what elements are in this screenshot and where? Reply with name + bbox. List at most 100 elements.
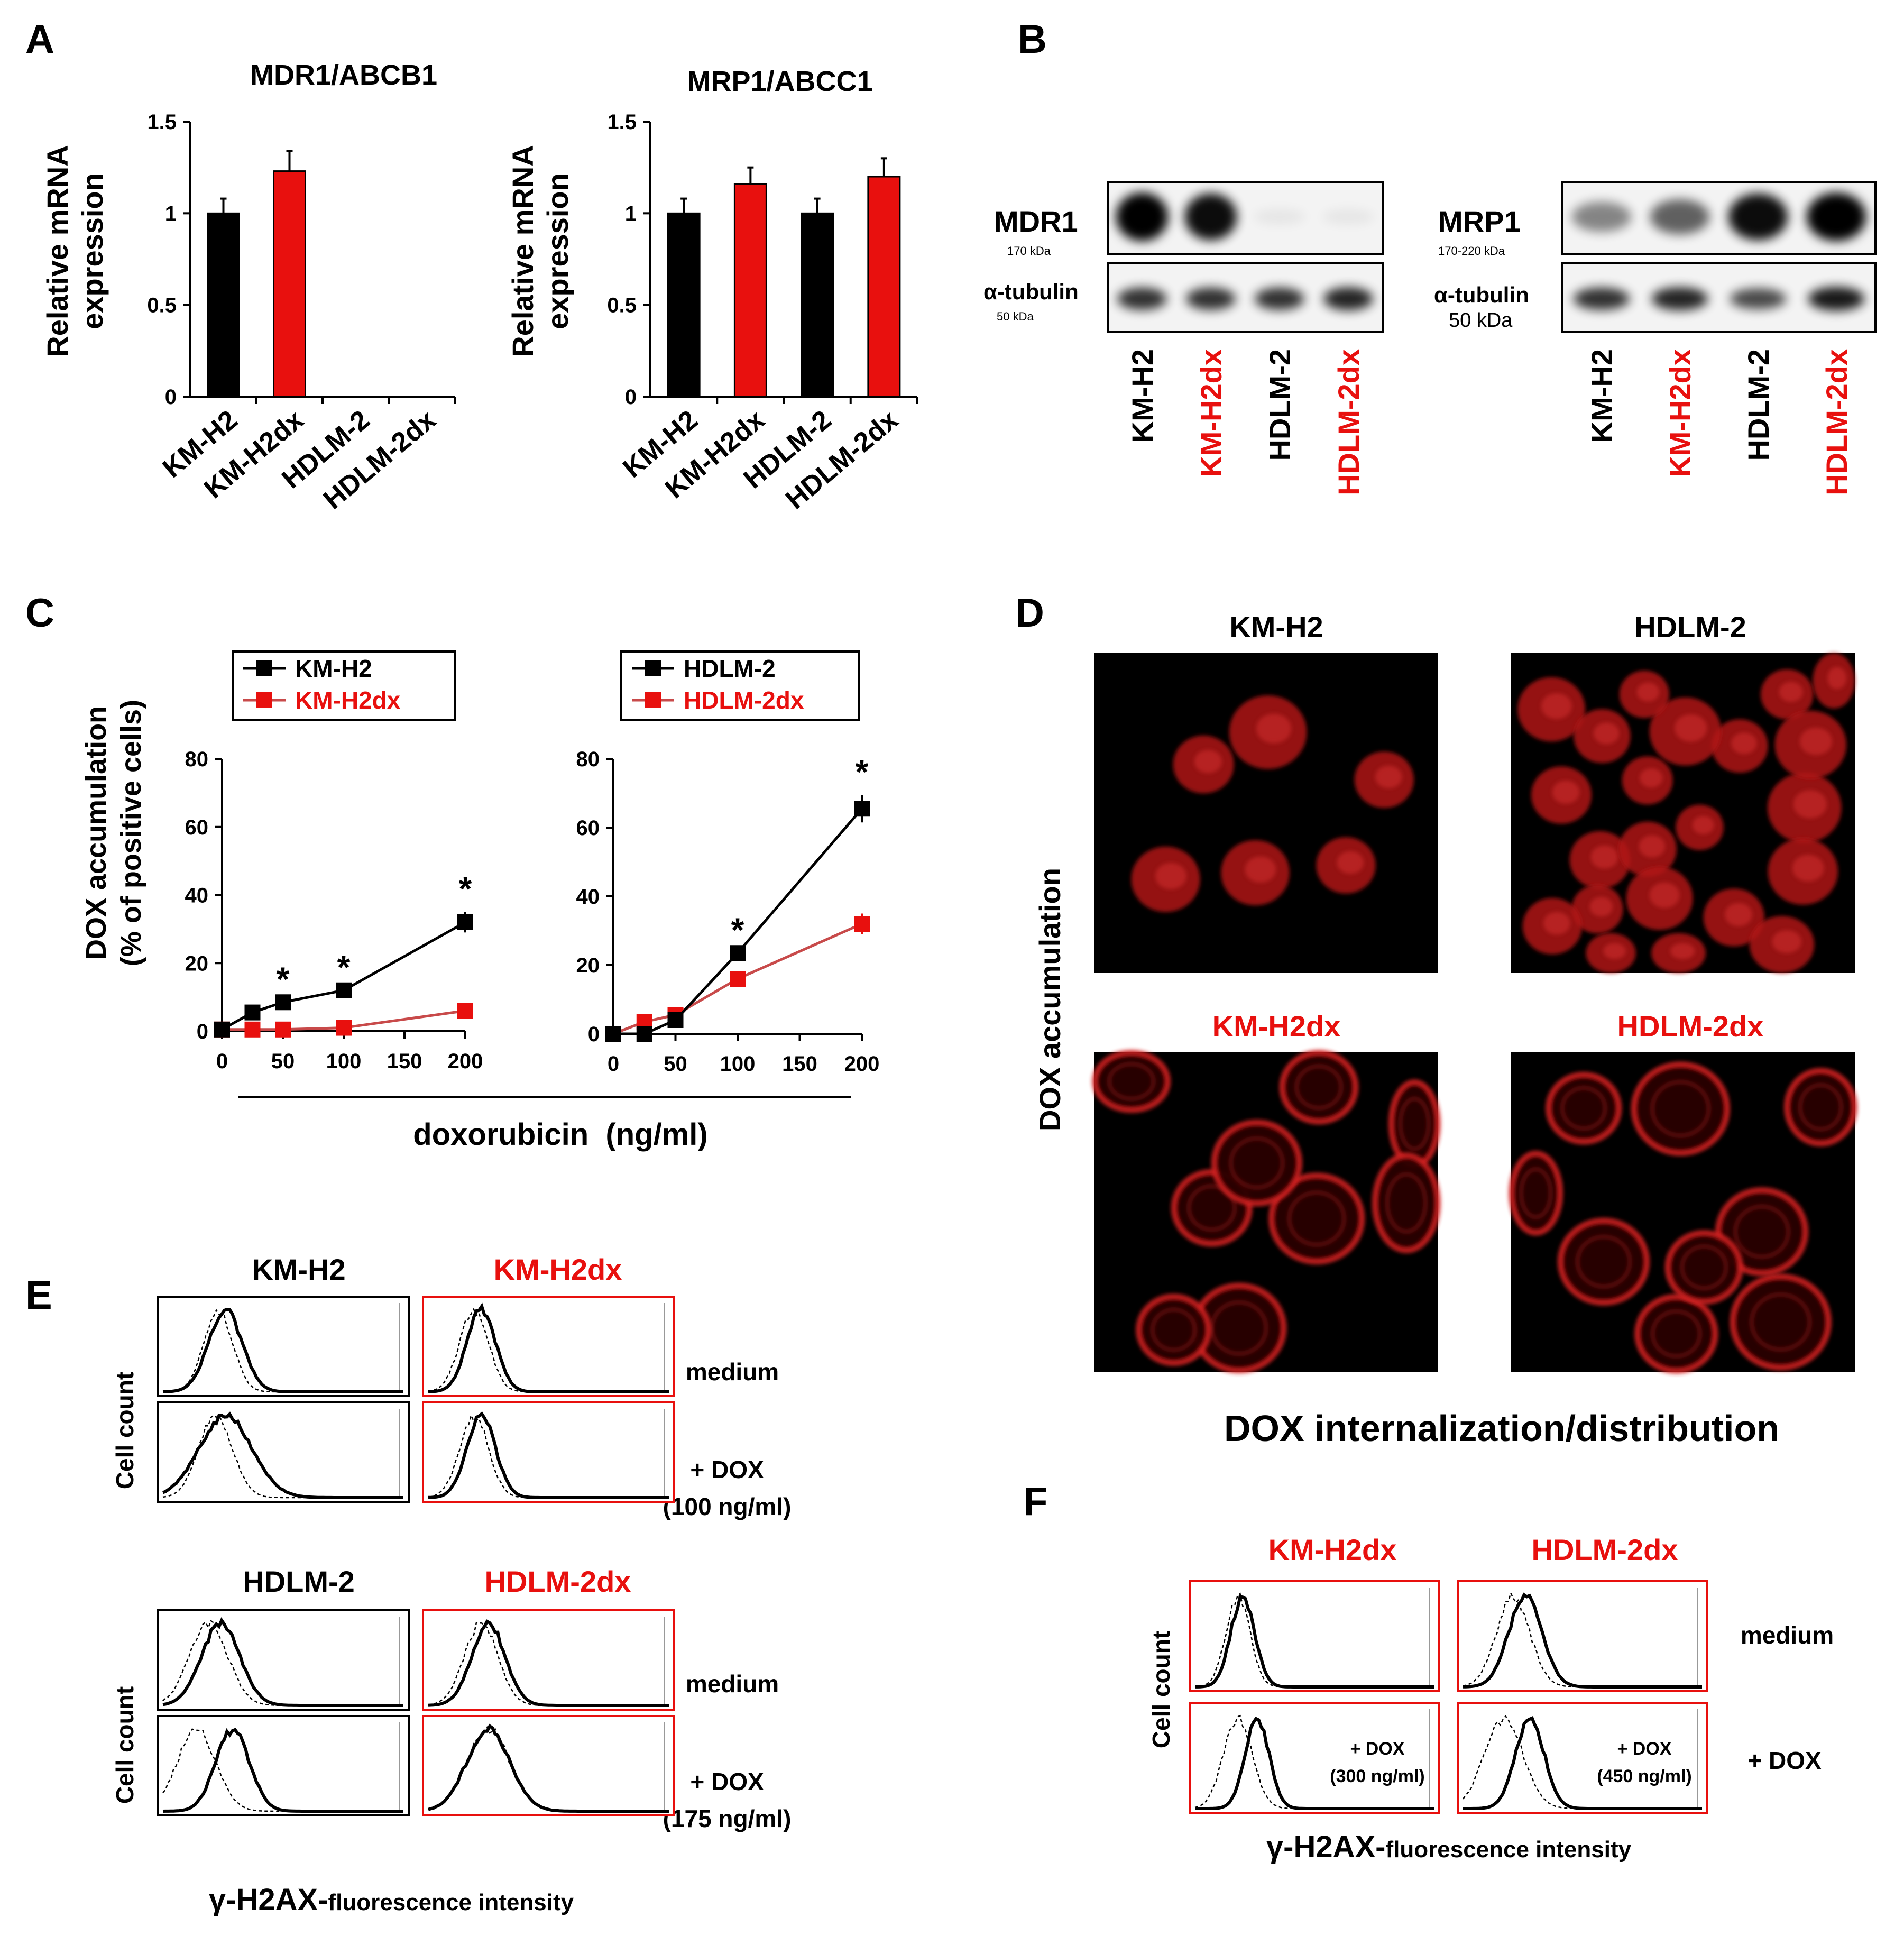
chart-a2-title: MRP1/ABCC1 [687,66,872,97]
cell-membrane [1388,1079,1441,1169]
data-point [854,916,870,932]
panel-letter-d: D [1015,591,1044,636]
data-point [214,1021,230,1038]
histogram-treated-curve [162,1728,403,1813]
y-tick-label: 1.5 [607,111,637,134]
panel-c-ylabel-line1: DOX accumulation [80,706,112,960]
panel-f-xlabel-small: fluorescence intensity [1386,1837,1632,1862]
cell-inner-ring [1210,1301,1268,1355]
cell-highlight [1603,943,1626,959]
x-tick-label: 150 [782,1052,817,1076]
histogram-treated-curve [162,1617,403,1707]
histogram-column-title: HDLM-2dx [485,1565,631,1598]
cell-highlight [1375,765,1402,788]
panel-d: DOX accumulation DOX internalization/dis… [1033,610,1857,1449]
micrograph-title: KM-H2dx [1212,1010,1341,1043]
histogram-control-curve [428,1307,669,1393]
panel-e-row3-label: medium [686,1670,779,1698]
protein-band [1184,193,1237,241]
panel-e: Cell count Cell count medium + DOX (100 … [111,1253,791,1917]
cell-inner-ring [1799,1084,1843,1131]
y-tick-label: 0 [625,386,637,409]
x-tick-label: 50 [271,1050,295,1073]
cell-membrane [1546,1072,1622,1145]
cell-membrane [1092,1050,1171,1113]
cell-membrane [1784,1068,1857,1146]
protein-band [1728,193,1788,241]
micrograph-title: HDLM-2dx [1617,1010,1764,1043]
cell-highlight [1589,897,1613,917]
legend-label: KM-H2dx [295,686,401,714]
tubulin-band [1255,287,1304,310]
histograms-f: KM-H2dx HDLM-2dx + DOX (300 ng/ml) + DOX (450… [1189,1533,1708,1814]
legend-label: HDLM-2 [684,655,776,682]
cell-membrane [1211,1120,1302,1206]
panel-f-xlabel: γ-H2AX-fluorescence intensity [1266,1830,1632,1864]
panel-e-row2-label: + DOX [690,1456,764,1483]
cell-highlight [1772,930,1801,953]
significance-asterisk: * [731,911,744,949]
histogram-treated-curve [162,1411,403,1499]
panel-e-ylabel-bottom: Cell count [111,1686,139,1804]
data-point [636,1026,652,1042]
histogram-treated-curve [428,1723,669,1813]
histogram-frame [157,1715,410,1816]
inset-dose: (450 ng/ml) [1597,1766,1691,1786]
y-tick-label: 80 [185,748,209,771]
tubulin-band [1651,287,1708,310]
x-tick-label: 50 [664,1052,687,1076]
tubulin-band [1808,287,1865,311]
cell-inner-ring [1386,1173,1427,1233]
micrograph [1092,1050,1441,1373]
histogram-treated-curve [1195,1717,1434,1810]
histogram-treated-curve [1195,1595,1434,1689]
panel-e-ylabel-top: Cell count [111,1372,139,1489]
cell-inner-ring [1229,1137,1284,1189]
cell-inner-ring [1399,1097,1430,1151]
lane-label: KM-H2 [1585,349,1618,443]
blot-left: KM-H2 KM-H2dx HDLM-2 HDLM-2dx [1107,181,1384,496]
protein-band [1650,199,1710,235]
x-tick-label: 0 [216,1050,228,1073]
x-tick-label: 0 [608,1052,619,1076]
x-tick-label: 150 [387,1050,422,1073]
cell-highlight [1779,682,1803,702]
blot-right-loading-kda: 50 kDa [1449,309,1513,332]
blot-left-protein-kda: 170 kDa [1007,244,1051,258]
protein-band [1116,192,1169,241]
blot-right: KM-H2 KM-H2dx HDLM-2 HDLM-2dx [1561,181,1877,496]
cell-inner-ring [1576,1235,1631,1288]
micrographs: KM-H2 HDLM-2 KM-H2dx HDLM-2dx [1092,610,1857,1374]
histogram-frame [1189,1580,1440,1692]
histogram-frame [422,1609,675,1711]
histogram-frame [1189,1702,1440,1814]
panel-f-ylabel: Cell count [1147,1631,1175,1748]
panel-letter-f: F [1023,1479,1047,1524]
cell-membrane [1268,1172,1365,1264]
cell-membrane [1631,1061,1730,1156]
chart-a1-ylabel-line1: Relative mRNA [41,145,74,357]
y-tick-label: 80 [576,748,600,771]
histogram-frame [422,1715,675,1816]
blot-right-protein-label: MRP1 [1438,205,1521,238]
lane-label: KM-H2dx [1663,349,1697,478]
cell-highlight [1194,750,1222,773]
bar [801,212,834,398]
data-point [244,1021,261,1038]
legend-marker [645,660,661,676]
protein-band [1571,201,1632,232]
cell-highlight [1675,714,1707,742]
tubulin-band [1186,287,1236,310]
data-point [854,801,870,817]
micrograph [1509,1052,1857,1374]
histogram-treated-curve [428,1302,669,1393]
significance-asterisk: * [856,753,869,791]
micrograph [1511,653,1855,974]
legend-label: HDLM-2dx [684,686,804,714]
cell-highlight [1590,845,1618,869]
histogram-treated-curve [162,1308,403,1393]
bar [207,212,240,398]
histogram-frame [157,1296,410,1397]
y-tick-label: 20 [185,952,209,975]
